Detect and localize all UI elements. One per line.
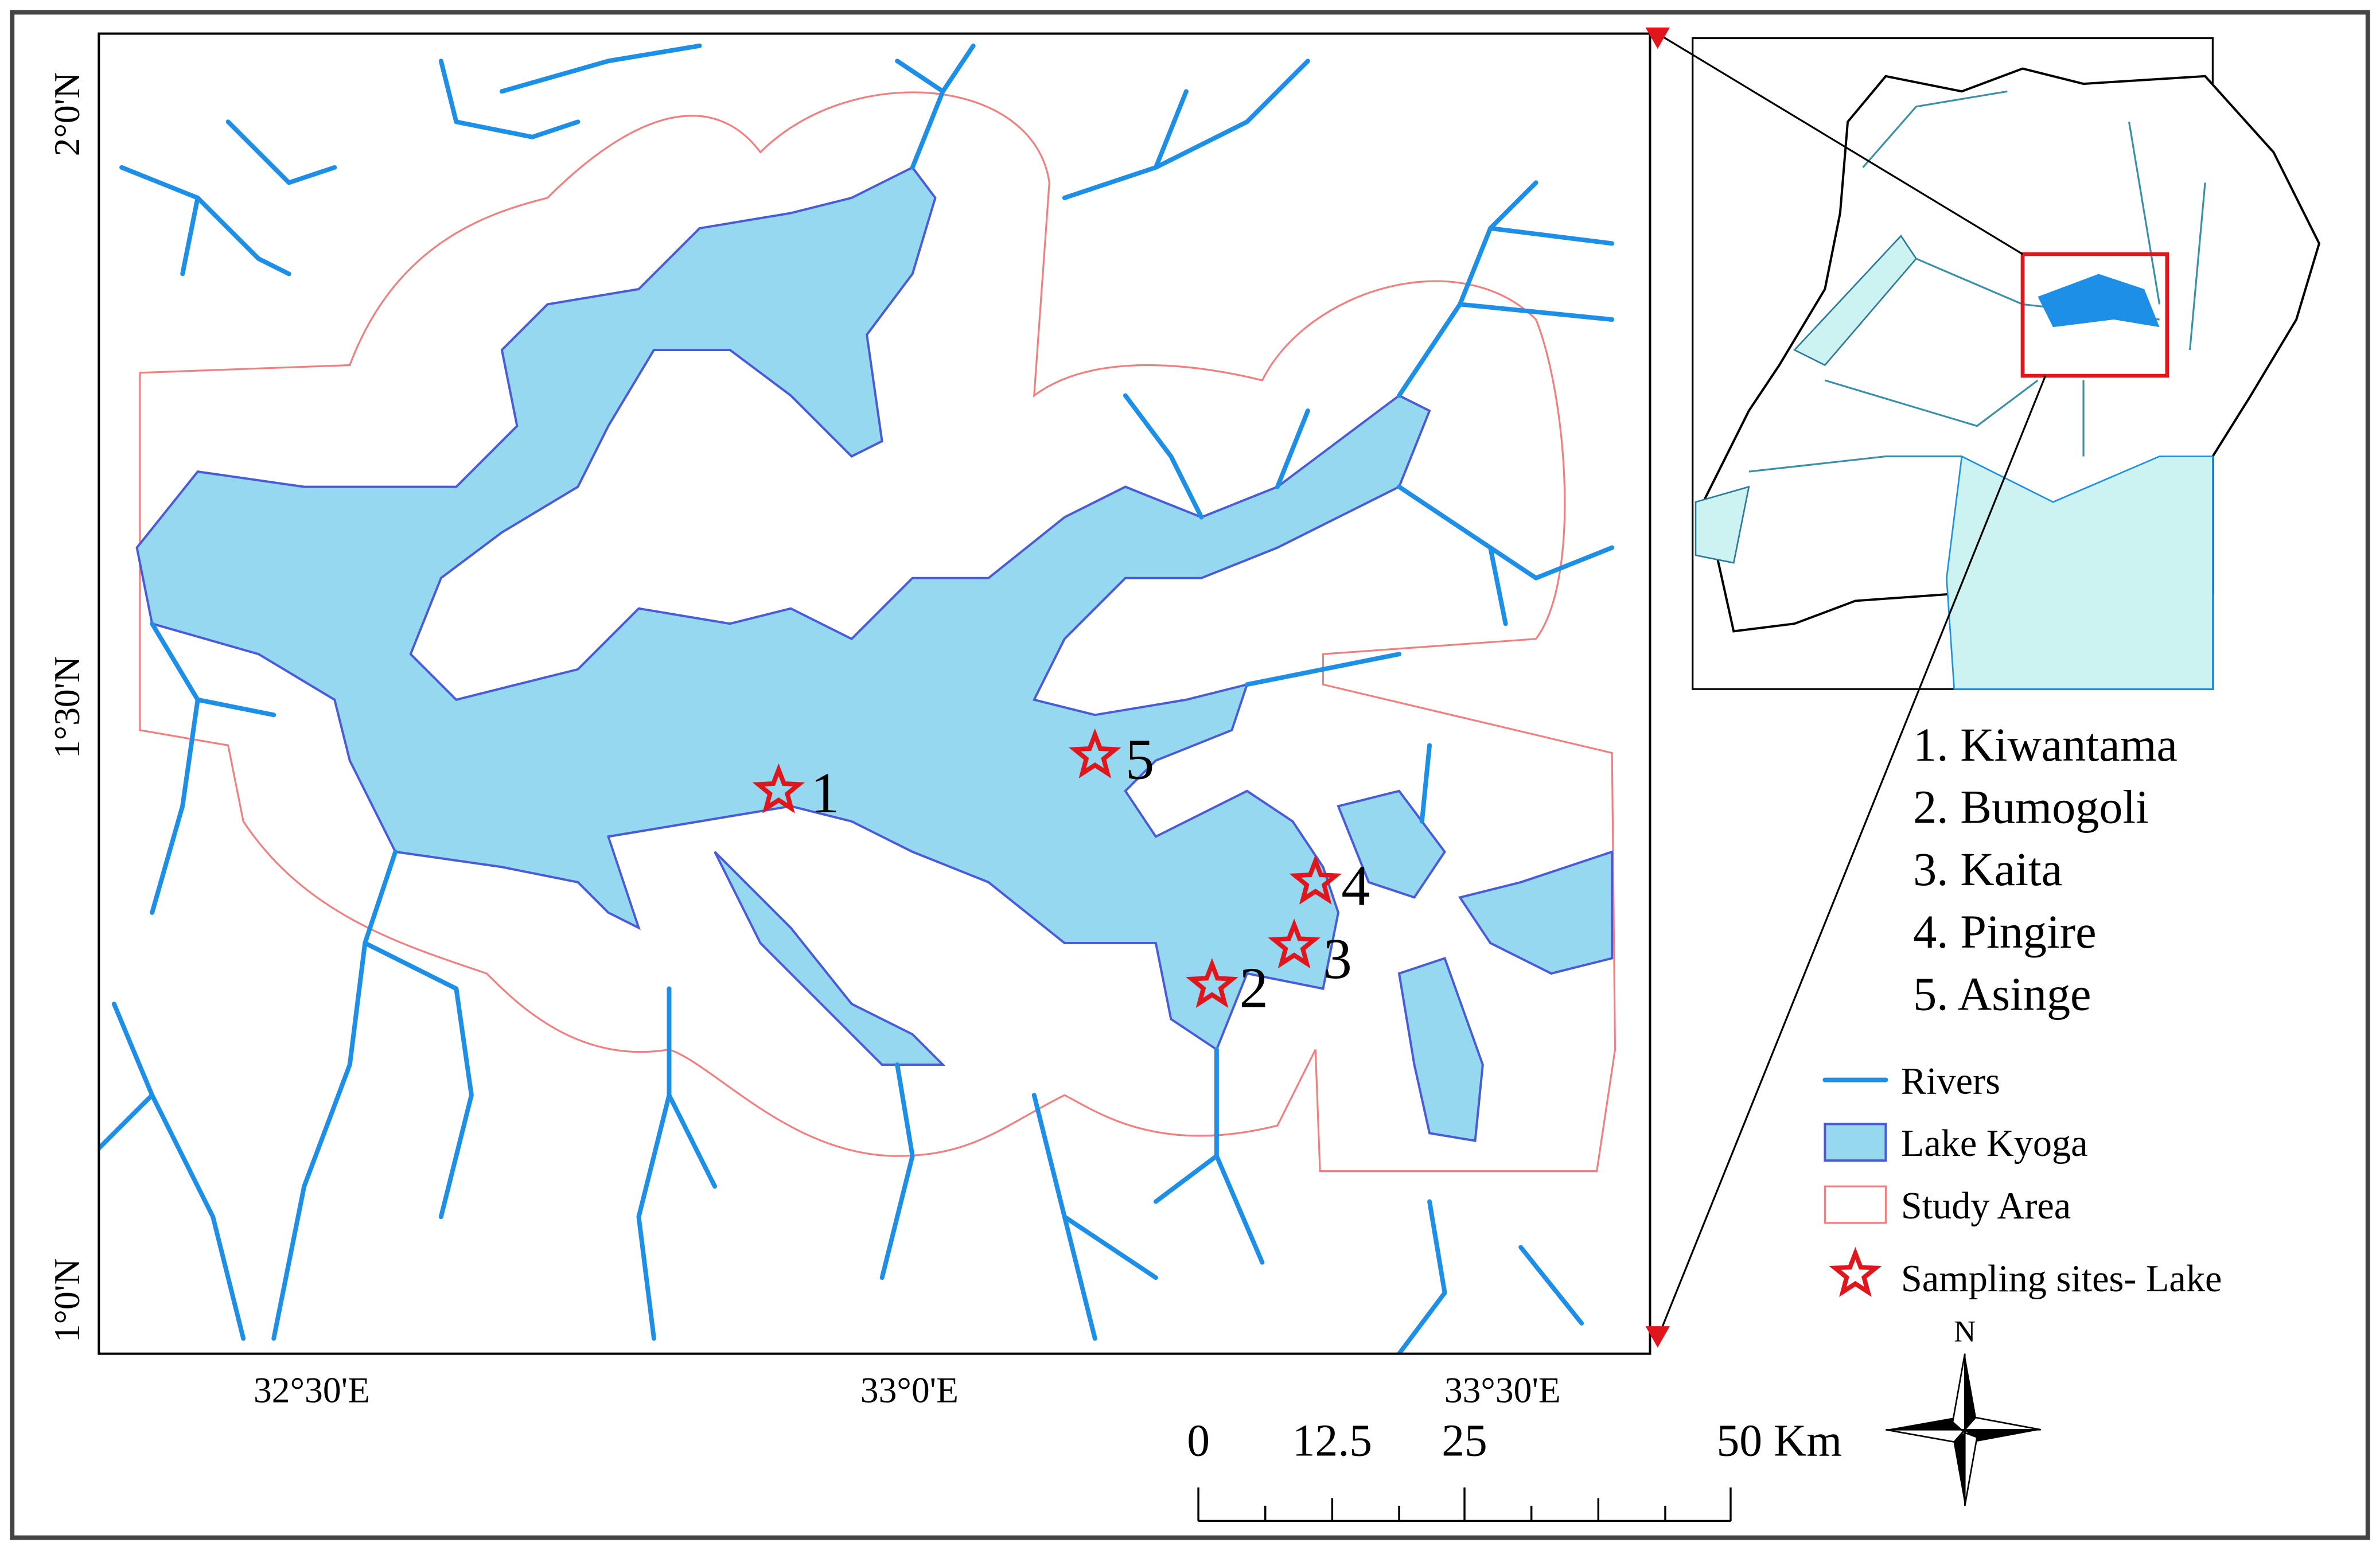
legend-lake-swatch (1824, 1123, 1887, 1162)
north-arrow-light (1886, 1353, 2042, 1506)
scale-bar-line (1197, 1487, 1732, 1522)
connector-line (1657, 33, 2023, 255)
connector-line (1657, 375, 2047, 1339)
map-body: 1 2 3 4 5 (99, 43, 1616, 1354)
legend: Rivers Lake Kyoga Study Area Sampling si… (1822, 1060, 2222, 1300)
legend-label: Sampling sites- Lake (1901, 1258, 2222, 1300)
scale-label: 0 (1187, 1415, 1210, 1466)
lon-label: 33°30'E (1444, 1370, 1561, 1411)
site-label: 4 (1341, 854, 1370, 918)
lake-kyoga (135, 166, 1431, 1051)
lon-label: 33°0'E (860, 1370, 959, 1411)
scale-label: 25 (1442, 1415, 1487, 1466)
river (1062, 59, 1310, 200)
river (1244, 652, 1432, 824)
north-label: N (1954, 1315, 1976, 1349)
site-list-item: 1. Kiwantama (1913, 719, 2178, 771)
river (119, 119, 337, 276)
site-list-item: 3. Kaita (1913, 843, 2062, 895)
inset-map (1692, 37, 2321, 690)
scale-label: 50 Km (1716, 1415, 1842, 1466)
site-label: 5 (1125, 727, 1154, 792)
lat-label: 2°0'N (46, 72, 87, 156)
river (271, 849, 474, 1341)
inset-extent-box (2020, 252, 2169, 378)
scale-label: 12.5 (1292, 1415, 1372, 1466)
site-label: 2 (1240, 955, 1268, 1019)
legend-label: Study Area (1901, 1185, 2071, 1227)
lake-kyoga-east (714, 789, 1614, 1142)
rivers (99, 43, 1615, 1354)
river (636, 986, 718, 1341)
graticule-labels: 2°0'N 1°30'N 1°0'N 32°30'E 33°0'E 33°30'… (46, 72, 1561, 1411)
lat-label: 1°0'N (46, 1259, 87, 1342)
river (895, 43, 976, 170)
river (1397, 1199, 1584, 1354)
lon-label: 32°30'E (254, 1370, 370, 1411)
map-frame (98, 32, 1651, 1355)
river (1153, 1047, 1265, 1265)
river (99, 1002, 246, 1341)
river (150, 621, 276, 915)
study-area (139, 91, 1616, 1173)
north-arrow: N (1886, 1315, 2042, 1506)
river (1397, 484, 1615, 626)
lake-victoria (1946, 455, 2214, 690)
river (438, 43, 702, 139)
inset-lake-kyoga (2038, 274, 2160, 328)
lat-label: 1°30'N (46, 656, 87, 758)
site-list-item: 4. Pingire (1913, 906, 2097, 958)
site-list-item: 2. Bumogoli (1913, 781, 2149, 834)
river (1397, 180, 1615, 398)
river (879, 1062, 1158, 1341)
sampling-sites: 1 2 3 4 5 (758, 727, 1370, 1019)
site-label: 3 (1323, 926, 1351, 991)
legend-label: Rivers (1901, 1060, 2000, 1102)
site-label: 1 (811, 761, 839, 825)
legend-label: Lake Kyoga (1901, 1123, 2088, 1165)
site-list: 1. Kiwantama 2. Bumogoli 3. Kaita 4. Pin… (1913, 719, 2178, 1021)
river (1123, 393, 1310, 520)
scale-bar: 0 12.5 25 50 Km (1187, 1415, 1842, 1522)
site-list-item: 5. Asinge (1913, 968, 2091, 1021)
legend-study-swatch (1824, 1185, 1887, 1224)
